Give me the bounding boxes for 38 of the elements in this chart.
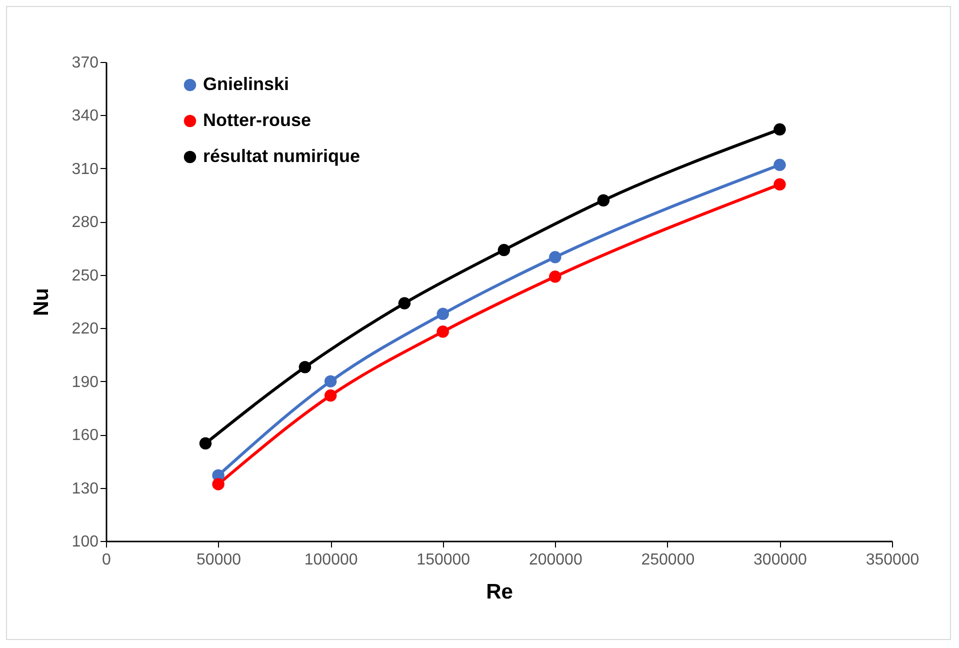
point bbox=[549, 251, 562, 264]
x-tick-label: 350000 bbox=[866, 552, 920, 568]
legend-label: Gnielinski bbox=[203, 74, 290, 94]
y-tick-label: 340 bbox=[72, 108, 99, 125]
y-tick-label: 160 bbox=[72, 427, 99, 444]
x-tick-label: 300000 bbox=[754, 552, 808, 568]
y-tick-label: 130 bbox=[72, 480, 99, 498]
point bbox=[774, 123, 786, 136]
point bbox=[774, 178, 786, 191]
point bbox=[212, 478, 224, 490]
x-tick-label: 250000 bbox=[641, 552, 695, 568]
x-tick-label: 200000 bbox=[528, 552, 582, 568]
x-tick-label: 150000 bbox=[416, 552, 470, 568]
point bbox=[298, 361, 312, 374]
x-axis-title: Re bbox=[486, 580, 513, 604]
y-tick-label: 370 bbox=[72, 54, 99, 72]
y-tick-label: 250 bbox=[72, 267, 99, 284]
x-tick-label: 50000 bbox=[196, 552, 242, 568]
y-tick-label: 310 bbox=[72, 160, 99, 178]
point bbox=[199, 437, 212, 450]
point bbox=[436, 308, 449, 320]
y-tick-label: 190 bbox=[72, 374, 99, 391]
legend-label: résultat numirique bbox=[203, 146, 360, 166]
point bbox=[324, 389, 337, 402]
legend-label: Notter-rouse bbox=[203, 110, 312, 130]
point bbox=[597, 194, 610, 206]
point bbox=[324, 375, 337, 388]
y-tick-label: 280 bbox=[72, 214, 99, 232]
point bbox=[436, 326, 449, 338]
point bbox=[398, 297, 411, 310]
point bbox=[774, 158, 786, 172]
y-tick-label: 220 bbox=[72, 320, 99, 338]
x-tick-label: 0 bbox=[102, 552, 112, 568]
point bbox=[498, 244, 510, 256]
x-tick-label: 100000 bbox=[304, 552, 358, 568]
point bbox=[549, 270, 562, 283]
y-tick-label: 100 bbox=[72, 534, 99, 550]
y-axis-title: Nu bbox=[30, 288, 53, 316]
